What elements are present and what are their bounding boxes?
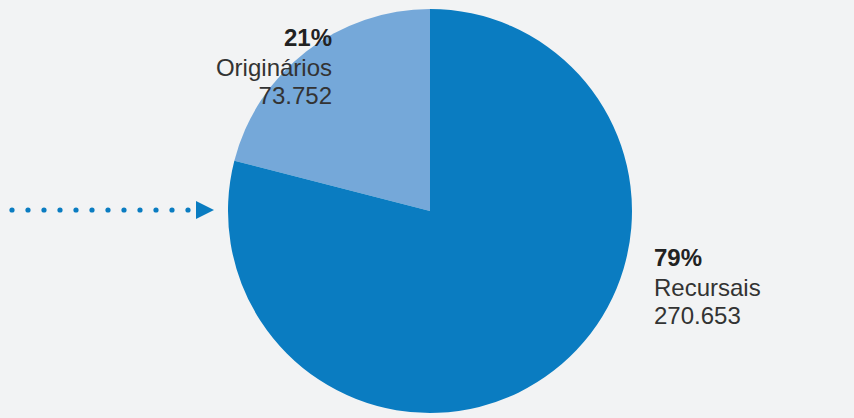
- arrow-dot: [153, 207, 158, 212]
- arrow-dot: [73, 207, 78, 212]
- arrow-dot: [57, 207, 62, 212]
- arrow-dot: [137, 207, 142, 212]
- background: [0, 0, 854, 418]
- category-label: Originários: [216, 54, 332, 81]
- percent-label: 21%: [284, 24, 332, 51]
- category-label: Recursais: [654, 274, 761, 301]
- arrow-dot: [25, 207, 30, 212]
- count-label: 73.752: [259, 82, 332, 109]
- arrow-dot: [185, 207, 190, 212]
- arrow-head: [196, 201, 214, 219]
- chart: 21% Originários73.752 79% Recursais270.653: [0, 0, 854, 418]
- percent-label: 79%: [654, 244, 702, 271]
- arrow-dot: [169, 207, 174, 212]
- arrow-dot: [121, 207, 126, 212]
- arrow-dot: [105, 207, 110, 212]
- arrow-dot: [89, 207, 94, 212]
- arrow-dot: [41, 207, 46, 212]
- count-label: 270.653: [654, 302, 741, 329]
- arrow-dot: [9, 207, 14, 212]
